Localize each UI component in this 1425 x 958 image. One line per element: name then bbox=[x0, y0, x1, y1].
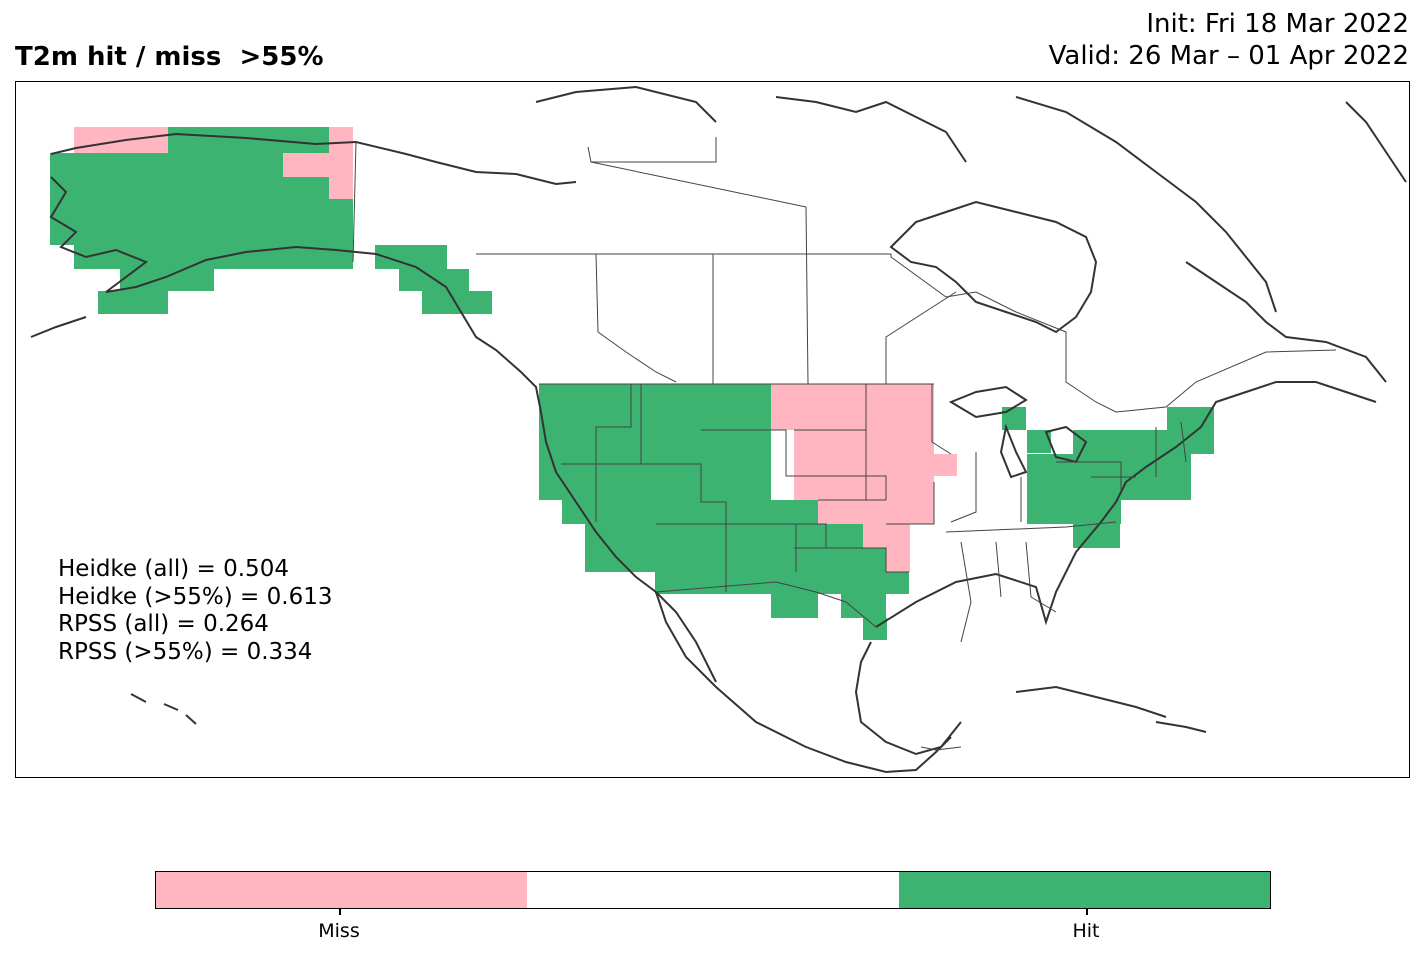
rpss-all: RPSS (all) = 0.264 bbox=[58, 611, 269, 637]
borders bbox=[352, 137, 1337, 751]
miss-cell bbox=[863, 524, 910, 548]
hit-cell bbox=[1002, 407, 1026, 430]
init-date: Init: Fri 18 Mar 2022 bbox=[1146, 9, 1409, 39]
colorbar-label-hit: Hit bbox=[1072, 920, 1100, 942]
hit-cell bbox=[771, 594, 818, 618]
hit-cell bbox=[50, 153, 283, 177]
miss-cell bbox=[886, 548, 910, 572]
hit-cell bbox=[1027, 454, 1191, 476]
heidke-all: Heidke (all) = 0.504 bbox=[58, 556, 289, 582]
hit-cell bbox=[771, 500, 818, 524]
valid-period: Valid: 26 Mar – 01 Apr 2022 bbox=[1048, 41, 1409, 71]
colorbar-tick-miss bbox=[339, 908, 341, 915]
colorbar bbox=[155, 871, 1271, 909]
miss-cell bbox=[794, 476, 934, 500]
hit-cell bbox=[585, 548, 886, 572]
hit-cell bbox=[539, 384, 771, 500]
map-panel bbox=[15, 81, 1410, 778]
miss-cell bbox=[283, 153, 353, 177]
hit-cell bbox=[50, 177, 329, 199]
rpss-55: RPSS (>55%) = 0.334 bbox=[58, 638, 313, 665]
hit-cell bbox=[422, 291, 492, 314]
miss-cell bbox=[771, 384, 934, 430]
eastern-us-cells bbox=[1002, 407, 1214, 548]
forecast-dates: Init: Fri 18 Mar 2022 Valid: 26 Mar – 01… bbox=[1049, 8, 1409, 72]
colorbar-hit-segment bbox=[898, 872, 1270, 908]
hit-cell bbox=[1027, 430, 1051, 453]
score-summary: Heidke (all) = 0.504 Heidke (>55%) = 0.6… bbox=[58, 556, 332, 666]
miss-cell bbox=[818, 500, 934, 524]
hit-cell bbox=[585, 524, 863, 548]
hit-cell bbox=[50, 199, 353, 221]
colorbar-tick-hit bbox=[1086, 908, 1088, 915]
hit-cell bbox=[1073, 430, 1214, 454]
colorbar-neutral-segment bbox=[527, 872, 899, 908]
hit-cell bbox=[50, 221, 353, 245]
map-title: T2m hit / miss >55% bbox=[15, 42, 324, 72]
hit-cell bbox=[841, 594, 886, 618]
hit-cell bbox=[562, 500, 771, 524]
hit-cell bbox=[1027, 476, 1191, 500]
hit-cell bbox=[1027, 500, 1121, 524]
central-us-cells bbox=[771, 384, 957, 572]
miss-cell bbox=[934, 454, 957, 476]
hit-cell bbox=[74, 245, 353, 269]
north-america-map bbox=[30, 85, 1407, 774]
hit-cell bbox=[98, 291, 168, 314]
colorbar-label-miss: Miss bbox=[318, 920, 360, 942]
heidke-55: Heidke (>55%) = 0.613 bbox=[58, 583, 333, 610]
hit-cell bbox=[168, 127, 329, 153]
alaska-cells bbox=[50, 127, 492, 314]
colorbar-miss-segment bbox=[156, 872, 528, 908]
miss-cell bbox=[794, 430, 934, 476]
